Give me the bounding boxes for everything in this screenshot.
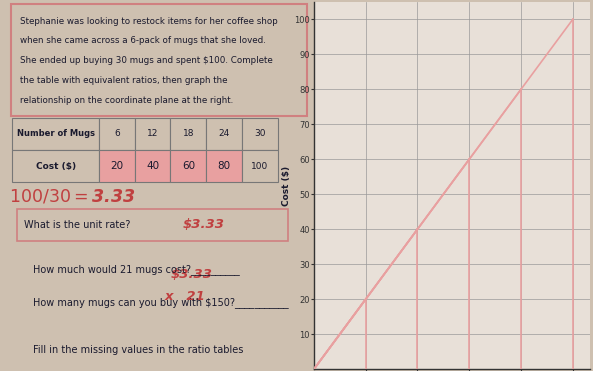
FancyBboxPatch shape (242, 118, 278, 150)
Text: 6: 6 (114, 129, 120, 138)
Text: She ended up buying 30 mugs and spent $100. Complete: She ended up buying 30 mugs and spent $1… (20, 56, 273, 65)
FancyBboxPatch shape (135, 118, 171, 150)
Text: relationship on the coordinate plane at the right.: relationship on the coordinate plane at … (20, 96, 233, 105)
Text: 30: 30 (254, 129, 266, 138)
FancyBboxPatch shape (242, 150, 278, 182)
Text: when she came across a 6-pack of mugs that she loved.: when she came across a 6-pack of mugs th… (20, 36, 266, 45)
Text: 12: 12 (147, 129, 158, 138)
FancyBboxPatch shape (135, 150, 171, 182)
Text: $100/30=$3.33: $100/30=$3.33 (9, 187, 135, 205)
FancyBboxPatch shape (206, 150, 242, 182)
FancyBboxPatch shape (11, 4, 307, 116)
Text: 100: 100 (251, 161, 269, 171)
FancyBboxPatch shape (99, 150, 135, 182)
Text: 20: 20 (110, 161, 123, 171)
Text: Fill in the missing values in the ratio tables: Fill in the missing values in the ratio … (33, 345, 244, 355)
FancyBboxPatch shape (171, 150, 206, 182)
Text: How many mugs can you buy with $150?___________: How many mugs can you buy with $150?____… (33, 298, 289, 308)
Text: What is the unit rate?: What is the unit rate? (24, 220, 134, 230)
FancyBboxPatch shape (206, 118, 242, 150)
Text: the table with equivalent ratios, then graph the: the table with equivalent ratios, then g… (20, 76, 227, 85)
FancyBboxPatch shape (99, 118, 135, 150)
Text: How much would 21 mugs cost?__________: How much would 21 mugs cost?__________ (33, 265, 240, 275)
Text: 80: 80 (218, 161, 231, 171)
FancyBboxPatch shape (12, 118, 99, 150)
Text: 40: 40 (146, 161, 159, 171)
Text: Number of Mugs: Number of Mugs (17, 129, 95, 138)
Text: Stephanie was looking to restock items for her coffee shop: Stephanie was looking to restock items f… (20, 17, 278, 26)
Text: 18: 18 (183, 129, 194, 138)
FancyBboxPatch shape (17, 209, 288, 241)
Text: 60: 60 (182, 161, 195, 171)
Text: $3.33: $3.33 (171, 268, 213, 281)
Y-axis label: Cost ($): Cost ($) (282, 165, 291, 206)
Text: 24: 24 (218, 129, 229, 138)
FancyBboxPatch shape (171, 118, 206, 150)
Text: x   21: x 21 (165, 290, 206, 303)
Text: $3.33: $3.33 (183, 219, 225, 232)
FancyBboxPatch shape (12, 150, 99, 182)
Text: Cost ($): Cost ($) (36, 161, 76, 171)
